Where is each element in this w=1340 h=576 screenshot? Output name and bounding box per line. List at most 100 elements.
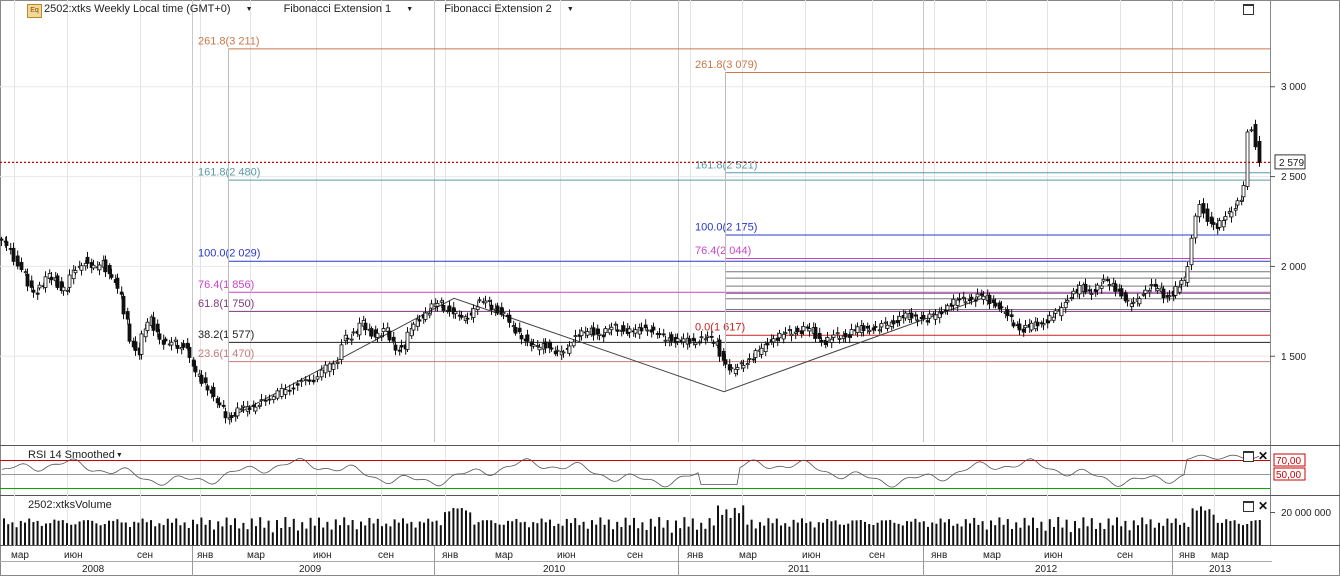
candle-body xyxy=(1211,222,1216,225)
candle-body xyxy=(681,338,686,343)
fib-ext-1-label: 38.2(1 577) xyxy=(198,329,254,341)
last-price-box xyxy=(1274,154,1306,170)
volume-bar xyxy=(351,520,354,545)
volume-bar xyxy=(990,520,992,545)
year-label: 2013 xyxy=(1209,564,1232,575)
indicator-1-label: Fibonacci Extension 1 xyxy=(283,3,392,15)
volume-bar xyxy=(439,525,442,545)
volume-bar xyxy=(553,525,556,545)
candle-body xyxy=(1189,237,1194,266)
candle-body xyxy=(1119,288,1124,297)
volume-bar xyxy=(32,522,35,545)
candle-body xyxy=(139,333,144,355)
volume-bar xyxy=(1099,522,1102,545)
candle-body xyxy=(199,374,204,384)
volume-bar xyxy=(1120,526,1123,545)
volume-bar xyxy=(334,519,337,545)
maximize-icon[interactable] xyxy=(1243,4,1254,15)
candle-body xyxy=(1229,211,1234,218)
volume-bar xyxy=(435,520,438,545)
candle-body xyxy=(15,255,20,267)
volume-bar xyxy=(116,519,119,545)
candle-body xyxy=(157,333,162,340)
fib-ext-1-label: 23.6(1 470) xyxy=(198,348,254,360)
candle-body xyxy=(879,322,884,328)
candle-body xyxy=(203,377,208,384)
candle-body xyxy=(251,404,256,407)
volume-bar xyxy=(213,529,215,545)
volume-bar xyxy=(465,510,467,545)
volume-bar xyxy=(1162,525,1165,545)
volume-bar xyxy=(712,525,715,545)
candle-body xyxy=(661,333,666,336)
volume-bar xyxy=(3,518,5,545)
year-label: 2011 xyxy=(788,564,810,575)
volume-bar xyxy=(796,522,799,545)
volume-close-icon[interactable]: ✕ xyxy=(1258,499,1269,513)
volume-maximize-icon[interactable] xyxy=(1243,501,1254,512)
candle-body xyxy=(657,333,662,336)
candle-body xyxy=(921,315,926,319)
volume-bar xyxy=(893,522,896,545)
volume-bar xyxy=(1015,522,1018,545)
candle-body xyxy=(459,315,464,318)
candle-body xyxy=(687,338,692,344)
candle-body xyxy=(193,365,198,373)
symbol-dropdown[interactable]: 2502:xtks Weekly Local time (GMT+0) ▼ xyxy=(44,3,267,15)
volume-bar xyxy=(66,523,68,545)
volume-bar xyxy=(1124,520,1127,545)
year-label: 2010 xyxy=(543,564,566,575)
candle-body xyxy=(1141,293,1146,296)
volume-bar xyxy=(339,525,341,545)
rsi-dropdown[interactable]: RSI 14 Smoothed▼ xyxy=(28,449,123,461)
volume-bar xyxy=(263,527,266,545)
volume-bar xyxy=(729,517,732,545)
volume-bar xyxy=(666,520,669,545)
candle-body xyxy=(11,247,16,262)
volume-bar xyxy=(880,520,883,545)
rsi-close-icon[interactable]: ✕ xyxy=(1258,449,1269,463)
fib-ext-2-dropdown[interactable]: Fibonacci Extension 2 ▼ xyxy=(444,3,588,15)
volume-bar xyxy=(906,521,908,545)
volume-bar xyxy=(87,520,89,545)
volume-bar xyxy=(158,523,161,545)
candle-body xyxy=(633,329,638,334)
volume-bar xyxy=(540,518,543,545)
volume-bar xyxy=(1027,525,1030,545)
volume-bar xyxy=(364,525,367,545)
volume-bar xyxy=(855,520,858,545)
volume-bar xyxy=(654,526,656,545)
candle-body xyxy=(121,295,126,315)
candle-body xyxy=(417,319,422,322)
candle-body xyxy=(73,270,78,274)
candle-body xyxy=(109,274,114,278)
rsi-maximize-icon[interactable] xyxy=(1243,451,1254,462)
volume-bar xyxy=(658,517,661,545)
candle-body xyxy=(501,312,506,315)
candle-body xyxy=(483,300,488,304)
rsi-50-label: 50,00 xyxy=(1276,470,1301,481)
candle-body xyxy=(849,329,854,336)
fib-ext-2-label: 261.8(3 079) xyxy=(695,59,757,71)
candle-body xyxy=(973,299,978,302)
candle-body xyxy=(561,351,566,354)
candle-body xyxy=(825,337,830,342)
volume-bar xyxy=(301,522,304,545)
candle-body xyxy=(1149,284,1154,286)
candle-body xyxy=(1071,290,1076,295)
volume-bar xyxy=(1074,521,1076,545)
volume-bar xyxy=(721,514,724,545)
volume-bar xyxy=(1195,510,1198,545)
volume-bar xyxy=(137,522,140,545)
volume-bar xyxy=(1258,519,1261,545)
candle-body xyxy=(37,284,42,289)
volume-bar xyxy=(935,523,938,545)
eq-icon[interactable]: Eq xyxy=(27,4,42,18)
candle-body xyxy=(1177,286,1182,293)
fib-ext-1-dropdown[interactable]: Fibonacci Extension 1 ▼ xyxy=(284,3,428,15)
candle-body xyxy=(363,322,368,331)
candle-body xyxy=(257,404,262,407)
volume-bar xyxy=(1237,523,1240,545)
candle-body xyxy=(429,303,434,309)
x-tick-label: июн xyxy=(1044,550,1063,561)
